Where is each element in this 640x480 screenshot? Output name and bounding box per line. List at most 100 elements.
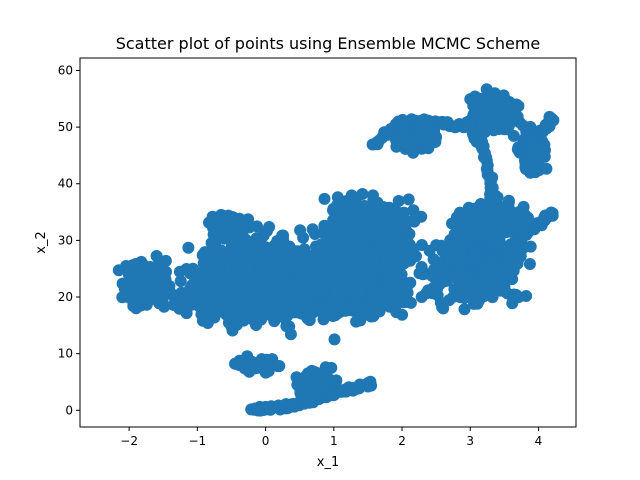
- scatter-point: [391, 211, 403, 223]
- scatter-point: [319, 193, 331, 205]
- scatter-point: [515, 212, 527, 224]
- y-tick-label: 0: [65, 403, 73, 417]
- scatter-point: [344, 281, 356, 293]
- scatter-point: [226, 308, 238, 320]
- scatter-point: [319, 304, 331, 316]
- scatter-point: [277, 244, 289, 256]
- scatter-point: [446, 218, 458, 230]
- scatter-point: [403, 193, 415, 205]
- scatter-point: [196, 304, 208, 316]
- scatter-points: [113, 83, 560, 416]
- scatter-point: [383, 264, 395, 276]
- scatter-point: [502, 200, 514, 212]
- scatter-point: [480, 94, 492, 106]
- x-axis-ticks: −2 −1 0 1 2 3 4: [120, 427, 542, 448]
- scatter-point: [374, 240, 386, 252]
- scatter-point: [318, 260, 330, 272]
- scatter-point: [350, 316, 362, 328]
- scatter-point: [299, 243, 311, 255]
- scatter-point: [296, 267, 308, 279]
- scatter-point: [150, 284, 162, 296]
- scatter-point: [505, 116, 517, 128]
- scatter-point: [481, 281, 493, 293]
- scatter-point: [364, 376, 376, 388]
- scatter-point: [517, 119, 529, 131]
- scatter-point: [260, 241, 272, 253]
- scatter-point: [513, 291, 525, 303]
- scatter-point: [386, 251, 398, 263]
- scatter-point: [390, 306, 402, 318]
- scatter-point: [524, 258, 536, 270]
- scatter-point: [502, 102, 514, 114]
- scatter-point: [368, 256, 380, 268]
- scatter-point: [113, 264, 125, 276]
- scatter-point: [267, 286, 279, 298]
- y-tick-label: 60: [58, 63, 73, 77]
- scatter-point: [255, 314, 267, 326]
- scatter-point: [220, 288, 232, 300]
- y-tick-label: 50: [58, 120, 73, 134]
- scatter-point: [123, 276, 135, 288]
- scatter-point: [544, 111, 556, 123]
- scatter-point: [356, 188, 368, 200]
- scatter-point: [468, 210, 480, 222]
- scatter-point: [460, 232, 472, 244]
- scatter-point: [415, 211, 427, 223]
- scatter-point: [296, 294, 308, 306]
- scatter-point: [396, 269, 408, 281]
- scatter-point: [220, 262, 232, 274]
- scatter-point: [200, 291, 212, 303]
- scatter-point: [448, 291, 460, 303]
- x-tick-label: 2: [398, 434, 406, 448]
- y-tick-label: 20: [58, 290, 73, 304]
- scatter-point: [242, 361, 254, 373]
- scatter-point: [223, 221, 235, 233]
- scatter-point: [382, 283, 394, 295]
- x-tick-label: 3: [466, 434, 474, 448]
- x-tick-label: −2: [120, 434, 138, 448]
- scatter-point: [283, 321, 295, 333]
- scatter-point: [372, 200, 384, 212]
- chart-title: Scatter plot of points using Ensemble MC…: [116, 34, 541, 53]
- x-tick-label: 1: [330, 434, 338, 448]
- scatter-point: [355, 261, 367, 273]
- x-tick-label: 4: [535, 434, 543, 448]
- y-tick-label: 40: [58, 177, 73, 191]
- scatter-point: [340, 237, 352, 249]
- scatter-point: [302, 367, 314, 379]
- x-tick-label: −1: [188, 434, 206, 448]
- scatter-point: [263, 221, 275, 233]
- scatter-point: [203, 217, 215, 229]
- scatter-point: [330, 287, 342, 299]
- scatter-point: [202, 258, 214, 270]
- scatter-point: [256, 360, 268, 372]
- scatter-point: [345, 192, 357, 204]
- scatter-point: [265, 259, 277, 271]
- scatter-point: [333, 214, 345, 226]
- scatter-point: [380, 210, 392, 222]
- scatter-point: [138, 284, 150, 296]
- scatter-point: [182, 242, 194, 254]
- scatter-point: [190, 276, 202, 288]
- scatter-point: [345, 217, 357, 229]
- scatter-point: [476, 109, 488, 121]
- scatter-point: [437, 302, 449, 314]
- scatter-point: [243, 262, 255, 274]
- scatter-point: [407, 243, 419, 255]
- scatter-point: [138, 262, 150, 274]
- scatter-point: [329, 333, 341, 345]
- scatter-point: [382, 228, 394, 240]
- y-tick-label: 10: [58, 347, 73, 361]
- scatter-point: [272, 360, 284, 372]
- scatter-point: [498, 285, 510, 297]
- x-axis-label: x_1: [317, 455, 339, 470]
- x-tick-label: 0: [262, 434, 270, 448]
- scatter-point: [226, 276, 238, 288]
- scatter-point: [545, 207, 557, 219]
- scatter-point: [505, 266, 517, 278]
- scatter-point: [492, 236, 504, 248]
- y-axis-label: x_2: [34, 231, 49, 253]
- scatter-point: [359, 301, 371, 313]
- scatter-point: [437, 245, 449, 257]
